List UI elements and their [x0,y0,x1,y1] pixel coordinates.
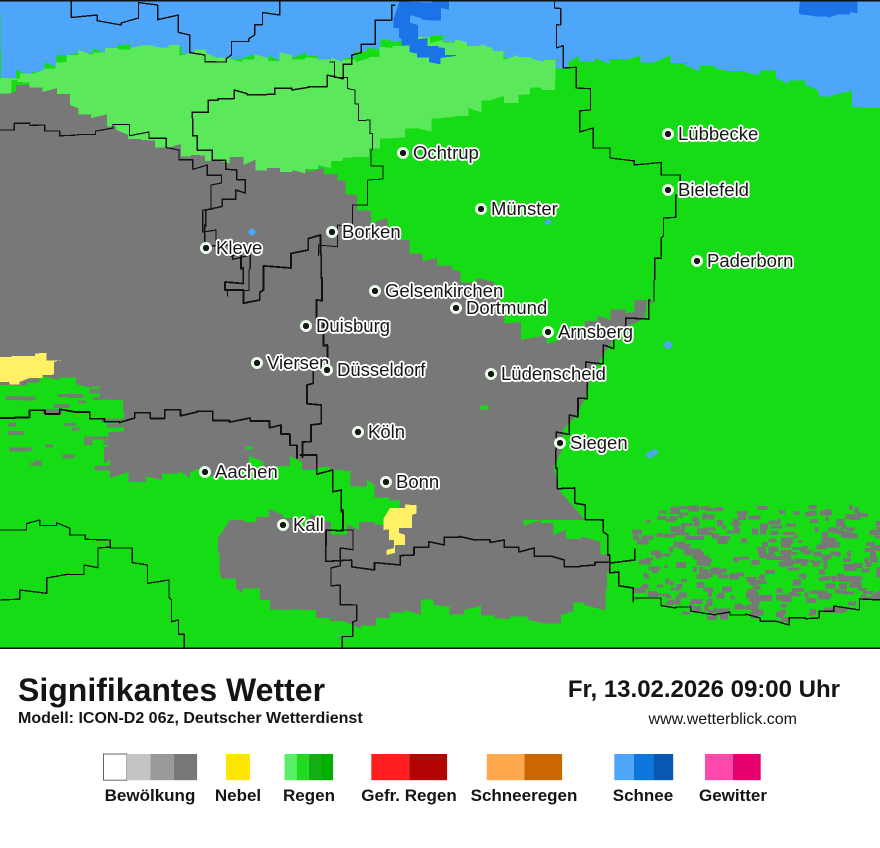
svg-text:Gefr. Regen: Gefr. Regen [361,786,456,805]
svg-text:Köln: Köln [368,421,405,442]
svg-text:Lübbecke: Lübbecke [678,123,758,144]
svg-text:Bonn: Bonn [396,471,439,492]
svg-text:Bewölkung: Bewölkung [105,786,196,805]
svg-text:Borken: Borken [342,221,401,242]
svg-text:Bielefeld: Bielefeld [678,179,749,200]
svg-text:Münster: Münster [491,198,558,219]
svg-text:Paderborn: Paderborn [707,250,793,271]
svg-text:Gewitter: Gewitter [699,786,767,805]
svg-text:Regen: Regen [283,786,335,805]
svg-text:Dortmund: Dortmund [466,297,547,318]
svg-text:Kleve: Kleve [216,237,262,258]
svg-text:Kall: Kall [293,514,324,535]
svg-text:Aachen: Aachen [215,461,278,482]
svg-text:Schnee: Schnee [613,786,673,805]
svg-text:Nebel: Nebel [215,786,261,805]
svg-text:Duisburg: Duisburg [316,315,390,336]
svg-text:Siegen: Siegen [570,432,628,453]
svg-text:Viersen: Viersen [267,352,329,373]
svg-text:Arnsberg: Arnsberg [558,321,633,342]
svg-text:Lüdenscheid: Lüdenscheid [501,363,606,384]
svg-text:Ochtrup: Ochtrup [413,142,479,163]
svg-text:Schneeregen: Schneeregen [471,786,578,805]
svg-text:Düsseldorf: Düsseldorf [337,359,426,380]
